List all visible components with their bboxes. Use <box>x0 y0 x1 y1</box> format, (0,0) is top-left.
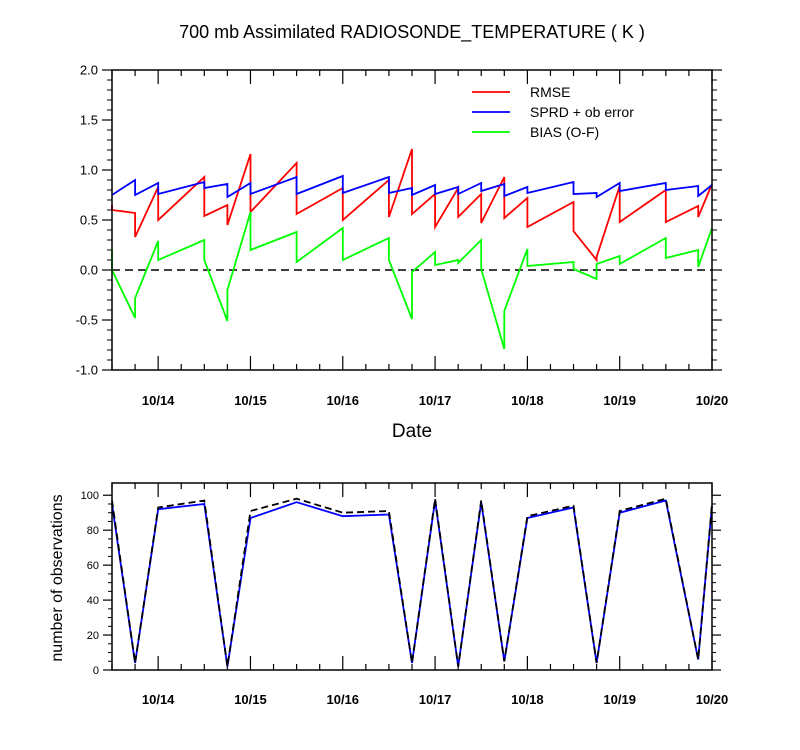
series-line-3 <box>111 211 713 350</box>
series-line-1 <box>111 499 713 667</box>
x-tick-label: 10/19 <box>603 393 636 408</box>
bottom-plot: 10/14 10/15 10/16 10/17 10/18 10/19 10/20 0 20 40… <box>81 482 729 707</box>
x-tick-label: 10/18 <box>511 692 544 707</box>
x-tick-label: 10/16 <box>326 393 359 408</box>
legend-label-2: SPRD + ob error <box>530 104 634 120</box>
y-tick-label: 60 <box>87 560 99 572</box>
bottom-plot-frame <box>111 482 713 671</box>
y-tick-label: 2.0 <box>80 63 98 78</box>
x-tick-label: 10/14 <box>142 692 175 707</box>
legend-label-3: BIAS (O-F) <box>530 124 599 140</box>
x-tick-label: 10/20 <box>696 393 729 408</box>
x-tick-label: 10/19 <box>603 692 636 707</box>
chart-title: 700 mb Assimilated RADIOSONDE_TEMPERATUR… <box>179 22 645 43</box>
y-tick-label: -0.5 <box>76 313 98 328</box>
x-tick-label: 10/14 <box>142 393 175 408</box>
x-axis-label: Date <box>392 421 432 442</box>
x-tick-label: 10/17 <box>419 393 452 408</box>
y-tick-label: 40 <box>87 595 99 607</box>
top-plot-frame <box>111 69 713 371</box>
series-line-1 <box>111 148 713 263</box>
series-line-2 <box>111 497 713 667</box>
legend: RMSE SPRD + ob error BIAS (O-F) <box>472 84 634 140</box>
x-tick-label: 10/20 <box>696 692 729 707</box>
bottom-series-group <box>111 497 713 667</box>
y-tick-label: -1.0 <box>76 363 98 378</box>
y-tick-label: 1.0 <box>80 163 98 178</box>
x-tick-label: 10/17 <box>419 692 452 707</box>
series-line-2 <box>111 174 713 199</box>
x-tick-label: 10/15 <box>234 393 267 408</box>
y-axis-label-observations: number of observations <box>49 494 66 661</box>
y-tick-label: 0 <box>93 665 99 677</box>
y-tick-label: 1.5 <box>80 113 98 128</box>
y-tick-label: 100 <box>81 490 99 502</box>
y-tick-label: 0.5 <box>80 213 98 228</box>
top-series-group <box>111 148 713 350</box>
y-tick-label: 80 <box>87 525 99 537</box>
top-tick-labels: 10/14 10/15 10/16 10/17 10/18 10/19 10/20 -1.0 -… <box>76 63 729 408</box>
x-tick-label: 10/16 <box>326 692 359 707</box>
top-plot: RMSE SPRD + ob error BIAS (O-F) 10/14 10/15… <box>76 63 729 408</box>
legend-label-1: RMSE <box>530 84 570 100</box>
x-tick-label: 10/18 <box>511 393 544 408</box>
y-tick-label: 20 <box>87 630 99 642</box>
bottom-tick-labels: 10/14 10/15 10/16 10/17 10/18 10/19 10/20 0 20 40… <box>81 490 729 707</box>
y-tick-label: 0.0 <box>80 263 98 278</box>
x-tick-label: 10/15 <box>234 692 267 707</box>
